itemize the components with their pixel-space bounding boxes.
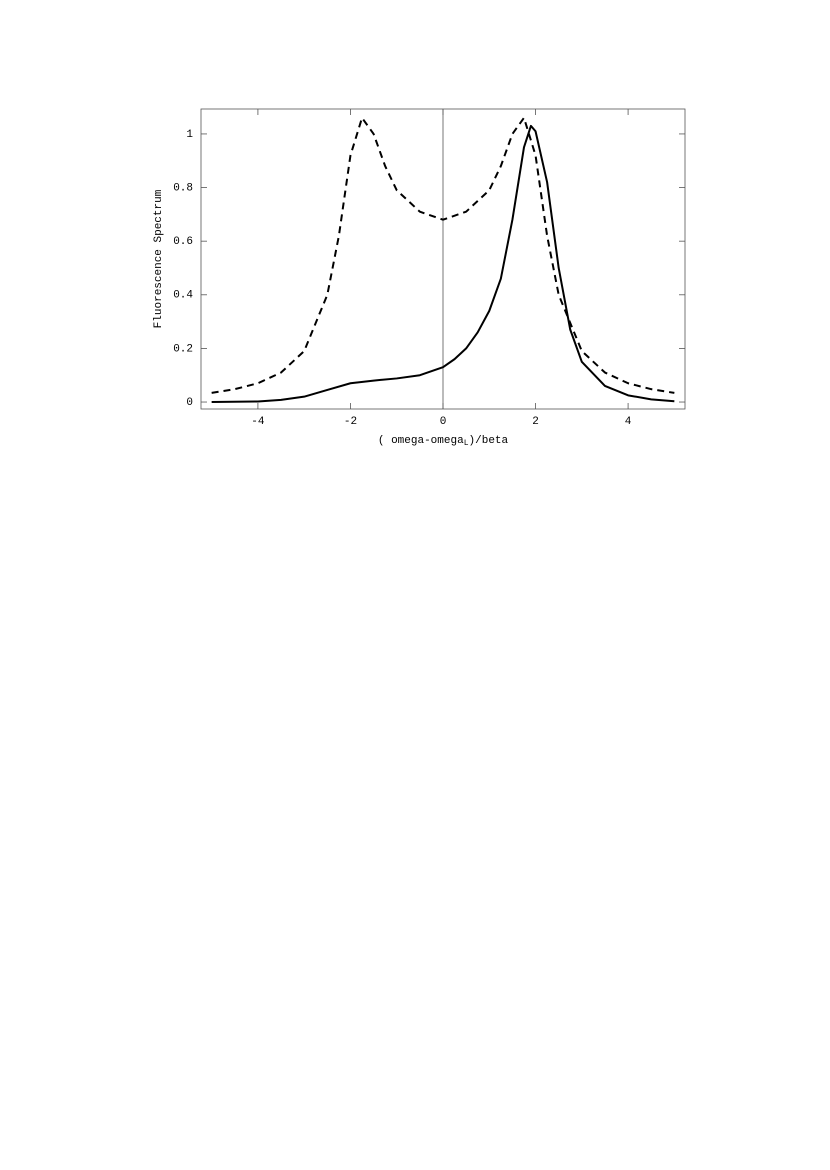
x-label-part: )/beta	[469, 435, 509, 447]
x-label-part: ( omega-omega	[378, 435, 464, 447]
x-tick-label: -2	[344, 416, 357, 428]
y-tick-label: 0	[186, 397, 193, 409]
y-tick-label: 0.6	[173, 236, 193, 248]
x-tick-label: 4	[625, 416, 632, 428]
y-tick-label: 0.8	[173, 182, 193, 194]
x-tick-label: 2	[532, 416, 539, 428]
x-axis-label: ( omega-omegaL)/beta	[378, 435, 509, 448]
y-tick-label: 0.2	[173, 343, 193, 355]
x-label-subscript: L	[464, 439, 469, 448]
y-tick-label: 0.4	[173, 290, 193, 302]
line-series	[211, 116, 675, 394]
x-tick-label: 0	[440, 416, 447, 428]
x-tick-label: -4	[251, 416, 265, 428]
y-axis-label: Fluorescence Spectrum	[153, 189, 165, 328]
line-series	[211, 124, 675, 404]
y-tick-label: 1	[186, 129, 193, 141]
